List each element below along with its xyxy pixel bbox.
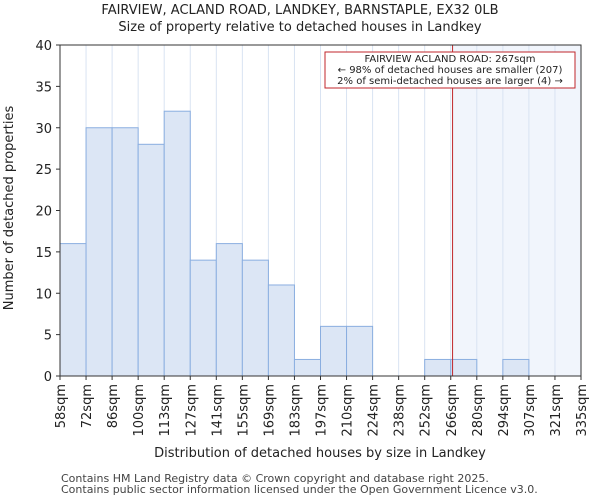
y-tick-label: 5	[44, 329, 52, 344]
x-tick-label: 307sqm	[523, 384, 538, 437]
bar-197sqm	[320, 325, 348, 377]
footer-line-2: Contains public sector information licen…	[61, 483, 538, 496]
bar-127sqm	[189, 259, 217, 377]
x-tick-label: 72sqm	[80, 384, 95, 428]
bar-155sqm	[241, 259, 269, 377]
chart-title-line-1: FAIRVIEW, ACLAND ROAD, LANDKEY, BARNSTAP…	[101, 3, 498, 18]
bar-169sqm	[267, 284, 295, 377]
x-tick-label: 280sqm	[471, 384, 486, 437]
bar-141sqm	[215, 243, 243, 377]
x-tick-label: 210sqm	[341, 384, 356, 437]
x-ticks: 58sqm 72sqm 86sqm 100sqm 113sqm 127sqm 141sqm 1…	[54, 376, 590, 437]
x-axis-label: Distribution of detached houses by size …	[154, 446, 486, 461]
x-tick-label: 127sqm	[184, 384, 199, 437]
y-tick-label: 25	[35, 163, 52, 178]
x-tick-label: 141sqm	[210, 384, 225, 437]
y-tick-label: 10	[35, 287, 52, 302]
bar-58sqm	[59, 243, 87, 377]
x-tick-label: 58sqm	[54, 384, 69, 428]
y-tick-label: 20	[35, 205, 52, 220]
chart-title-line-2: Size of property relative to detached ho…	[118, 20, 482, 35]
grid	[59, 45, 582, 376]
x-tick-label: 113sqm	[158, 384, 173, 437]
x-tick-label: 252sqm	[419, 384, 434, 437]
bar-294sqm	[502, 358, 530, 377]
bars	[59, 110, 530, 377]
x-tick-label: 294sqm	[497, 384, 512, 437]
x-tick-label: 335sqm	[575, 384, 590, 437]
bar-72sqm	[85, 127, 113, 377]
annotation-line-3: 2% of semi-detached houses are larger (4…	[337, 76, 563, 87]
highlight-region	[452, 45, 581, 376]
bar-252sqm	[424, 358, 452, 377]
bar-266sqm	[450, 358, 478, 377]
y-tick-label: 30	[35, 122, 52, 137]
x-tick-label: 169sqm	[262, 384, 277, 437]
x-tick-label: 321sqm	[549, 384, 564, 437]
y-axis-label: Number of detached properties	[2, 106, 17, 311]
bar-183sqm	[293, 358, 322, 377]
y-tick-label: 15	[35, 246, 52, 261]
y-ticks: 0 5 10 15 20 25 30 35 40	[35, 39, 60, 385]
x-tick-label: 86sqm	[106, 384, 121, 428]
bar-113sqm	[163, 110, 191, 377]
x-tick-label: 155sqm	[236, 384, 251, 437]
x-tick-label: 266sqm	[445, 384, 460, 437]
bar-100sqm	[137, 143, 165, 377]
x-tick-label: 183sqm	[288, 384, 303, 437]
marker-annotation: FAIRVIEW ACLAND ROAD: 267sqm ← 98% of de…	[324, 51, 576, 89]
annotation-line-2: ← 98% of detached houses are smaller (20…	[338, 65, 563, 76]
y-tick-label: 40	[35, 39, 52, 54]
annotation-box	[324, 51, 576, 89]
x-tick-label: 197sqm	[315, 384, 330, 437]
x-tick-label: 100sqm	[132, 384, 147, 437]
x-tick-label: 224sqm	[367, 384, 382, 437]
y-tick-label: 35	[35, 80, 52, 95]
footer-line-1: Contains HM Land Registry data © Crown c…	[61, 472, 489, 485]
y-tick-label: 0	[44, 370, 52, 385]
x-tick-label: 238sqm	[393, 384, 408, 437]
bar-210sqm	[346, 325, 374, 377]
annotation-line-1: FAIRVIEW ACLAND ROAD: 267sqm	[365, 54, 536, 65]
bar-86sqm	[111, 127, 139, 377]
